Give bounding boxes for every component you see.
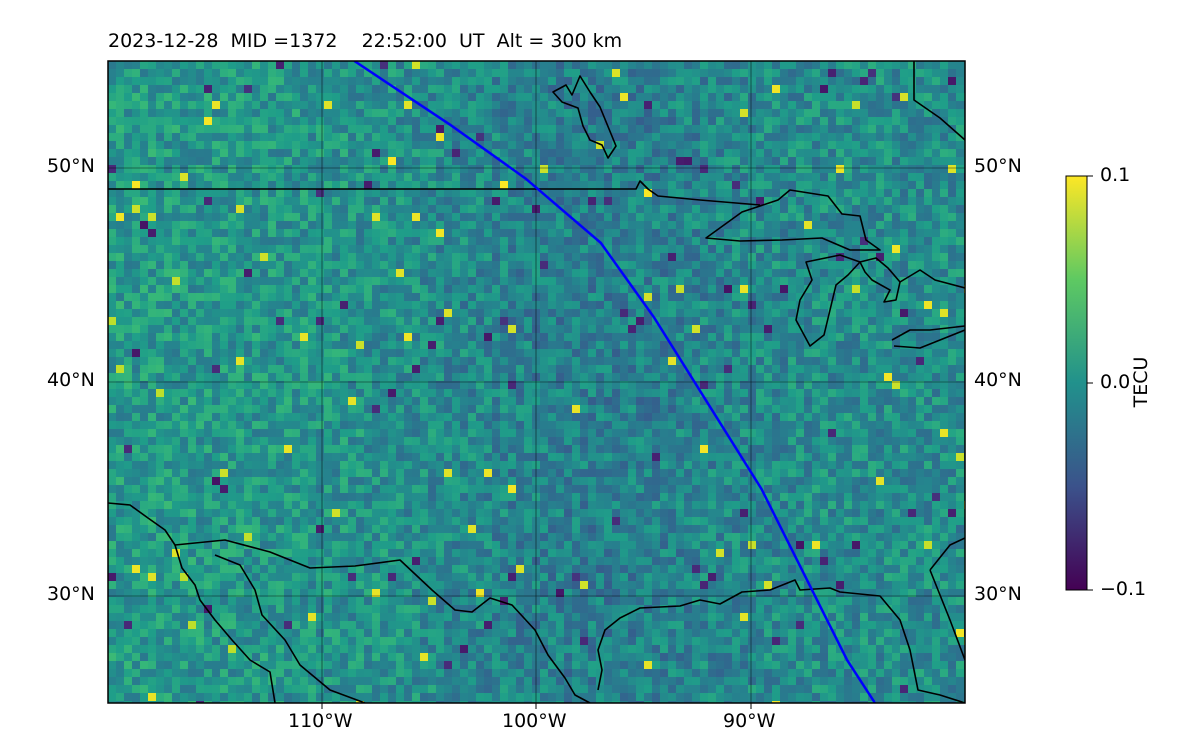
lake-winnipeg-outline [552,75,617,159]
plot-title: 2023-12-28 MID =1372 22:52:00 UT Alt = 3… [108,30,623,52]
satellite-track [353,61,877,703]
tec-heatmap-cells [108,61,965,703]
gulf-of-california [174,544,366,703]
florida-coast [929,537,965,661]
lon-label-100w: 100°W [502,710,567,732]
colorbar-tick-zero: 0.0 [1100,371,1131,393]
lat-label-right-30: 30°N [974,583,1022,605]
lake-michigan-outline [795,254,861,347]
colorbar-tick-max: 0.1 [1100,164,1131,186]
canada-east-coast [913,61,965,141]
colorbar-title: TECU [1130,356,1152,408]
map-ticks [321,703,752,709]
us-mexico-border [108,502,591,703]
lat-label-right-40: 40°N [974,369,1022,391]
gridlines [108,61,965,703]
lon-label-90w: 90°W [723,710,776,732]
colorbar-ticks [1087,175,1093,591]
lake-erie-ontario-outline [891,269,965,349]
lon-label-110w: 110°W [288,710,353,732]
gulf-coast-texas [597,579,965,703]
lat-label-left-30: 30°N [47,583,95,605]
lat-label-right-50: 50°N [974,155,1022,177]
coastlines [108,61,965,703]
lat-label-left-40: 40°N [47,369,95,391]
lake-superior-outline [705,189,881,251]
lat-label-left-50: 50°N [47,155,95,177]
colorbar [1065,175,1088,591]
us-canada-border [108,180,761,206]
colorbar-tick-min: −0.1 [1100,578,1147,600]
lake-huron-outline [859,257,901,303]
